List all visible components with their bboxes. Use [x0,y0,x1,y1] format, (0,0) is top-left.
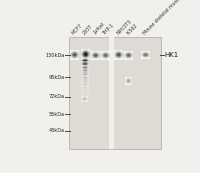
Bar [109,37,114,149]
Text: 72kDa: 72kDa [49,94,65,99]
Text: Jurkat: Jurkat [93,22,106,35]
Text: NIH/3T3: NIH/3T3 [115,18,132,35]
Text: 293T: 293T [82,24,94,35]
Bar [69,37,161,149]
Text: 130kDa: 130kDa [45,53,65,58]
Text: K-562: K-562 [125,22,138,35]
Text: 95kDa: 95kDa [48,75,65,80]
Text: THP-1: THP-1 [102,22,115,35]
Text: 43kDa: 43kDa [49,128,65,133]
Text: 55kDa: 55kDa [49,112,65,116]
Text: Mouse skeletal muscle: Mouse skeletal muscle [142,0,184,35]
Text: HK1: HK1 [164,52,179,58]
Text: MCF7: MCF7 [71,23,84,35]
